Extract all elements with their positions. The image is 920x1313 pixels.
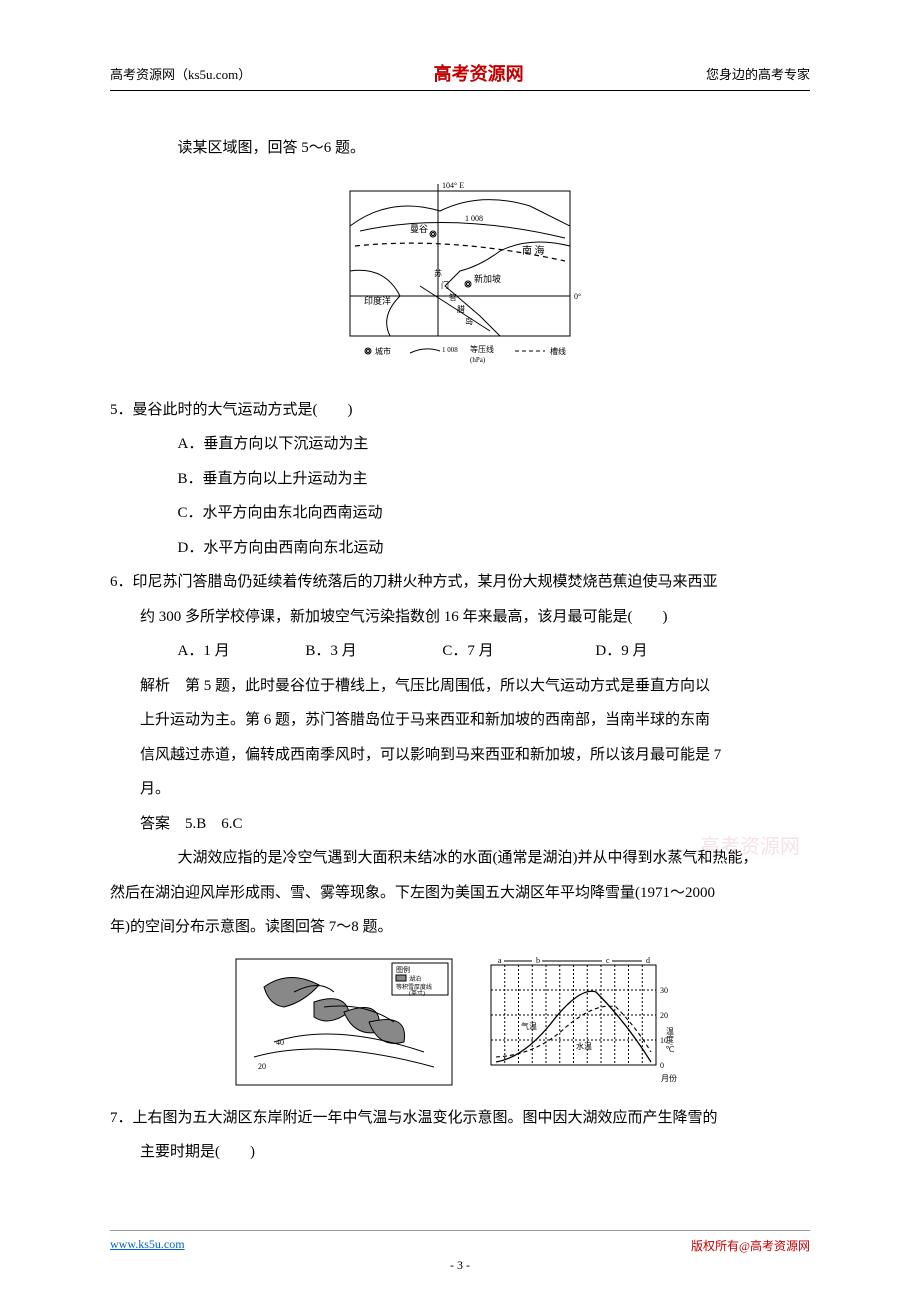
isobar-label: 1 008 [465, 214, 483, 223]
expl-label: 解析 [140, 677, 170, 694]
iso-40-label: 40 [276, 1038, 284, 1047]
series-air-label: 气温 [521, 1021, 537, 1031]
q7-stem-2: 主要时期是( ) [110, 1135, 810, 1170]
ocean-label: 印度洋 [364, 295, 391, 306]
snow-legend-item: 等积雪厚度线 [396, 983, 432, 991]
iso-20-label: 20 [258, 1062, 266, 1071]
island-2: 门 [441, 280, 449, 290]
y-axis-label: 温度/℃ [665, 1027, 675, 1054]
map-svg: 104° E 0° 1 008 曼谷 新加坡 南 海 印度洋 苏 门 答 腊 [330, 176, 590, 376]
expl-l4: 月。 [110, 772, 810, 807]
page-number: - 3 - [110, 1258, 810, 1273]
q5-opt-a: A．垂直方向以下沉运动为主 [110, 427, 810, 462]
expl-l3: 信风越过赤道，偏转成西南季风时，可以影响到马来西亚和新加坡，所以该月最可能是 7 [110, 738, 810, 773]
legend-isobar-label: 等压线 [470, 344, 494, 354]
header-center: 高考资源网 [434, 60, 524, 86]
q5-opt-c: C．水平方向由东北向西南运动 [110, 496, 810, 531]
lon-label: 104° E [442, 181, 464, 190]
q5-stem: 5．曼谷此时的大气运动方式是( ) [110, 393, 810, 428]
footer-copyright: 版权所有@高考资源网 [691, 1237, 810, 1254]
ans-text: 5.B 6.C [170, 816, 243, 832]
footer-url[interactable]: www.ks5u.com [110, 1237, 185, 1254]
intro78-l1: 大湖效应指的是冷空气遇到大面积未结冰的水面(通常是湖泊)并从中得到水蒸气和热能， [110, 841, 810, 876]
city-bangkok: 曼谷 [410, 224, 428, 234]
explanation-56: 解析 第 5 题，此时曼谷位于槽线上，气压比周围低，所以大气运动方式是垂直方向以 [110, 669, 810, 704]
ans-label: 答案 [140, 815, 170, 832]
map-legend: 城市 1 008 等压线 (hPa) 槽线 [365, 344, 566, 364]
temp-chart-svg: 0 10 20 30 温度/℃ 月份 气温 水温 a b c d [466, 957, 686, 1087]
figure-map: 104° E 0° 1 008 曼谷 新加坡 南 海 印度洋 苏 门 答 腊 [110, 176, 810, 381]
figure-row-78: 20 40 图例 湖泊 等积雪厚度线 (英寸) [110, 957, 810, 1087]
legend-trough-label: 槽线 [550, 346, 566, 356]
island-5: 岛 [465, 316, 473, 326]
legend-isobar-unit: (hPa) [470, 356, 486, 364]
sea-label: 南 海 [522, 244, 545, 257]
map-frame [350, 191, 570, 336]
legend-city-label: 城市 [375, 346, 391, 356]
ytick-30: 30 [660, 986, 668, 995]
snow-legend-unit: (英寸) [409, 989, 425, 997]
island-4: 腊 [457, 305, 465, 314]
q5-opt-d: D．水平方向由西南向东北运动 [110, 531, 810, 566]
expl-l1: 第 5 题，此时曼谷位于槽线上，气压比周围低，所以大气运动方式是垂直方向以 [170, 678, 710, 694]
expl-l2: 上升运动为主。第 6 题，苏门答腊岛位于马来西亚和新加坡的西南部，当南半球的东南 [110, 703, 810, 738]
q7-stem-1: 7．上右图为五大湖区东岸附近一年中气温与水温变化示意图。图中因大湖效应而产生降雪… [110, 1101, 810, 1136]
q5-opt-b: B．垂直方向以上升运动为主 [110, 462, 810, 497]
intro-q5-6: 读某区域图，回答 5～6 题。 [110, 131, 810, 166]
q6-options: A．1 月 B．3 月 C．7 月 D．9 月 [110, 634, 810, 669]
legend-isobar-icon [410, 348, 440, 352]
snow-legend-item-1: 湖泊 [409, 975, 421, 983]
x-axis-label: 月份 [661, 1073, 677, 1083]
header-left: 高考资源网（ks5u.com） [110, 64, 251, 83]
q6-stem-1: 6．印尼苏门答腊岛仍延续着传统落后的刀耕火种方式，某月份大规模焚烧芭蕉迫使马来西… [110, 565, 810, 600]
answer-56: 答案 5.B 6.C [110, 807, 810, 842]
equator-label: 0° [574, 292, 581, 301]
ytick-20: 20 [660, 1011, 668, 1020]
page-footer: www.ks5u.com 版权所有@高考资源网 [110, 1230, 810, 1254]
marker-b: b [536, 957, 540, 965]
q6-opt-a: A．1 月 [178, 634, 230, 669]
marker-a: a [498, 957, 502, 965]
island-3: 答 [449, 292, 457, 302]
header-right: 您身边的高考专家 [706, 64, 810, 83]
marker-c: c [606, 957, 610, 965]
snow-legend-title: 图例 [396, 965, 410, 974]
island-1: 苏 [434, 268, 442, 278]
q6-stem-2: 约 300 多所学校停课，新加坡空气污染指数创 16 年来最高，该月最可能是( … [110, 600, 810, 635]
snow-map-svg: 20 40 图例 湖泊 等积雪厚度线 (英寸) [234, 957, 454, 1087]
q6-opt-d: D．9 月 [595, 634, 647, 669]
ytick-0: 0 [660, 1061, 664, 1070]
q6-opt-b: B．3 月 [305, 634, 356, 669]
city-singapore: 新加坡 [474, 273, 501, 284]
q6-opt-c: C．7 月 [442, 634, 493, 669]
intro78-l2: 然后在湖泊迎风岸形成雨、雪、雾等现象。下左图为美国五大湖区年平均降雪量(1971… [110, 876, 810, 911]
snow-legend-swatch [396, 975, 406, 981]
series-water-label: 水温 [576, 1041, 592, 1051]
page-header: 高考资源网（ks5u.com） 高考资源网 您身边的高考专家 [110, 60, 810, 91]
marker-d: d [646, 957, 650, 965]
legend-isobar-val: 1 008 [442, 346, 458, 354]
intro78-l3: 年)的空间分布示意图。读图回答 7～8 题。 [110, 910, 810, 945]
